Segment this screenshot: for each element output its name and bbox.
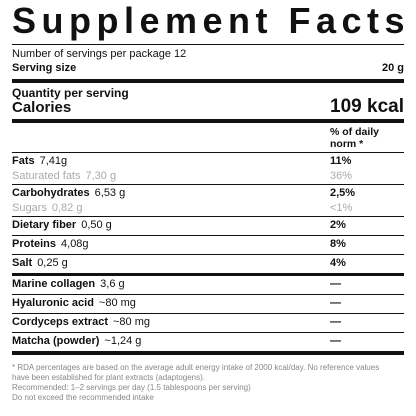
daily-value: 36% (330, 170, 353, 182)
nutrient-name: Salt (12, 257, 33, 269)
nutrient-amount: ~80 mg (98, 297, 136, 309)
nutrient-name: Cordyceps extract (12, 316, 108, 328)
nutrient-name: Marine collagen (12, 278, 96, 290)
servings: Number of servings per package 12 (12, 48, 187, 60)
daily-value: <1% (330, 202, 353, 214)
nutrient-name: Carbohydrates (12, 187, 90, 199)
divider (12, 332, 404, 333)
daily-value: 2,5% (330, 187, 356, 199)
nutrient-name: Matcha (powder) (12, 335, 100, 347)
daily-value: 11% (330, 155, 352, 167)
footnote: Do not exceed the recommended intake (12, 393, 154, 402)
daily-value: — (330, 278, 341, 290)
calories-label: Calories (12, 99, 72, 116)
nutrient-amount: 7,30 g (85, 170, 117, 182)
daily-value: 8% (330, 238, 346, 250)
divider (12, 254, 404, 255)
divider (12, 79, 404, 83)
divider (12, 184, 404, 185)
divider (12, 152, 404, 153)
nutrient-amount: 3,6 g (100, 278, 125, 290)
divider (12, 273, 404, 276)
nutrient-name: Hyaluronic acid (12, 297, 94, 309)
divider (12, 119, 404, 123)
nutrient-name: Proteins (12, 238, 57, 250)
nutrient-amount: 0,25 g (37, 257, 68, 269)
nutrient-amount: ~80 mg (113, 316, 150, 328)
nutrient-amount: ~1,24 g (104, 335, 142, 347)
daily-value: 4% (330, 257, 346, 269)
daily-value: 2% (330, 219, 346, 231)
daily-header: % of daily norm * (330, 126, 380, 150)
calories-value: 109 kcal (330, 96, 404, 117)
serving-size-value: 20 g (381, 62, 404, 74)
nutrient-name: Fats (12, 155, 35, 167)
daily-value: — (330, 297, 341, 309)
nutrient-amount: 0,50 g (81, 219, 112, 231)
divider (12, 313, 404, 314)
nutrient-amount: 7,41g (39, 155, 68, 167)
divider (12, 216, 404, 217)
serving-size-label: Serving size (12, 62, 77, 74)
daily-value: — (330, 316, 341, 328)
footnote: have been established for plant extracts… (12, 373, 206, 382)
footnote: * RDA percentages are based on the avera… (12, 363, 380, 372)
divider (12, 235, 404, 236)
nutrient-name: Sugars (12, 202, 47, 214)
footnote: Recommended: 1–2 servings per day (1.5 t… (12, 383, 251, 392)
nutrient-name: Dietary fiber (12, 219, 77, 231)
divider (12, 294, 404, 295)
nutrient-amount: 6,53 g (94, 187, 126, 199)
daily-value: — (330, 335, 341, 347)
nutrient-amount: 4,08g (61, 238, 89, 250)
nutrient-amount: 0,82 g (51, 202, 83, 214)
quantity-label: Quantity per serving (12, 86, 129, 100)
divider (12, 351, 404, 355)
nutrient-name: Saturated fats (12, 170, 81, 182)
title: Supplement Facts (12, 0, 411, 41)
divider (12, 44, 404, 45)
